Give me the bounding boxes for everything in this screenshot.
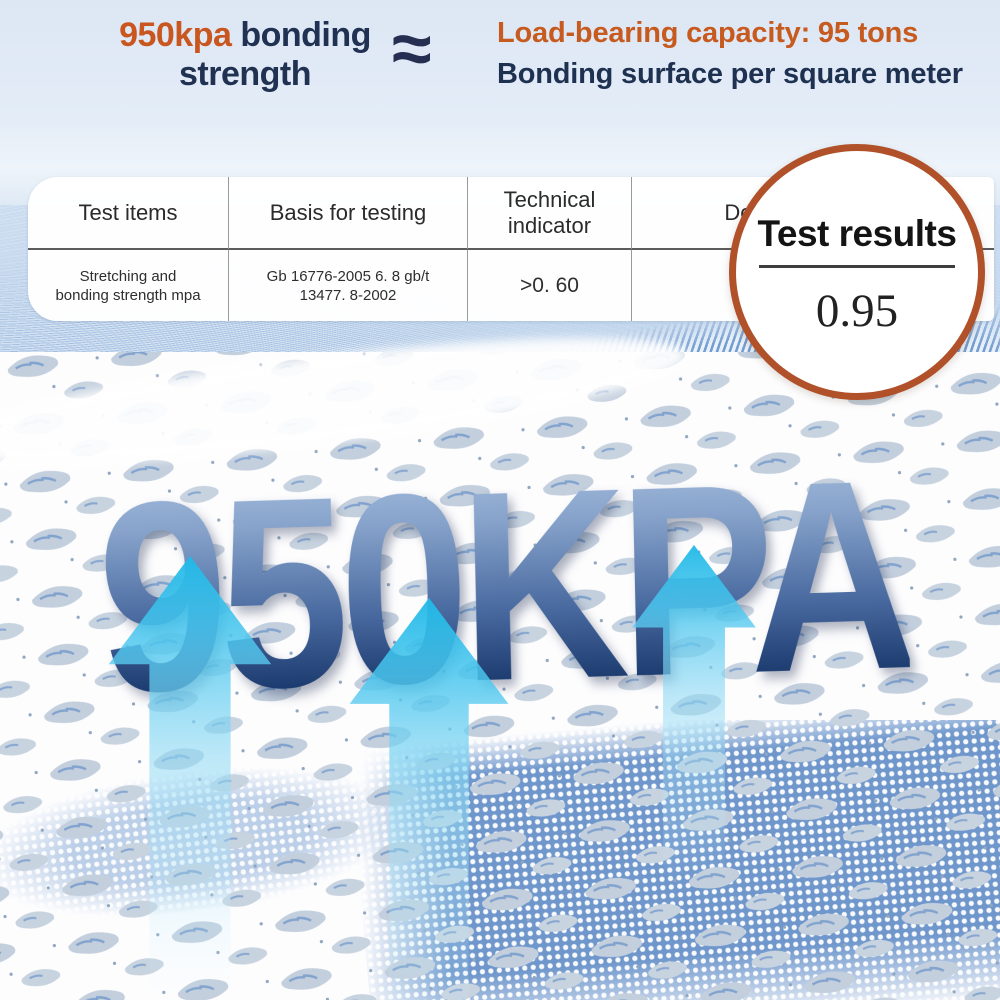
lens-value: 0.95 [815,284,899,337]
headline-surface: Bonding surface per square meter [497,58,963,90]
up-arrow-icon [349,598,509,1000]
lens-title: Test results [757,212,957,254]
headline-left: 950kpa bonding strength [85,16,405,94]
headline-left-rest: bonding [231,16,371,54]
up-arrow-icon [108,556,272,996]
headline-capacity: Load-bearing capacity: 95 tons [497,17,919,49]
row-test-item-line2: bonding strength mpa [55,286,201,304]
row-test-item: Stretching and bonding strength mpa [28,250,229,321]
row-basis-line1: Gb 16776-2005 6. 8 gb/t [266,267,430,285]
col-header-test-items: Test items [28,177,229,250]
row-technical-indicator: >0. 60 [468,250,632,321]
lens-divider [759,264,955,268]
row-test-item-line1: Stretching and [79,267,177,285]
col-header-technical-indicator: Technical indicator [468,177,632,250]
up-arrow-icon [632,545,756,880]
approximately-equal-icon: ≈ [392,9,432,89]
magnifier-circle: Test results 0.95 [729,144,985,400]
headline-left-value: 950kpa [119,16,232,54]
row-basis: Gb 16776-2005 6. 8 gb/t 13477. 8-2002 [229,250,468,321]
headline-left-line2: strength [179,55,312,93]
row-basis-line2: 13477. 8-2002 [299,286,397,304]
headline-right: Load-bearing capacity: 95 tons Bonding s… [497,13,997,95]
col-header-basis: Basis for testing [229,177,468,250]
